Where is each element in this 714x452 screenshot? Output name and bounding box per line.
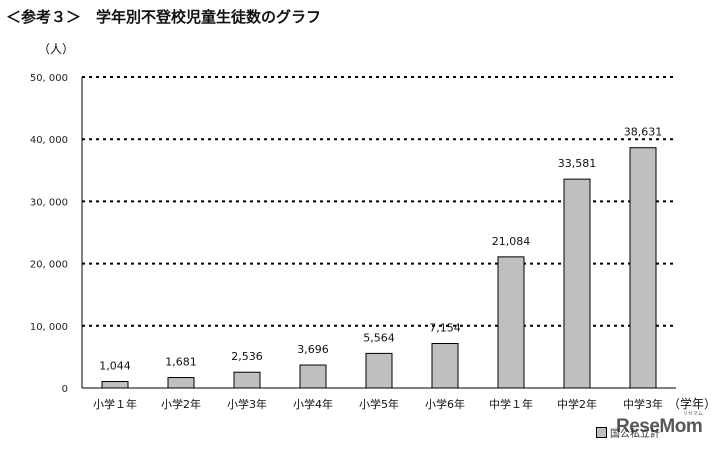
bar-value-label-8: 38,631 — [624, 126, 663, 139]
x-tick-label-2: 小学3年 — [227, 397, 267, 411]
bar-value-label-5: 7,154 — [429, 322, 461, 335]
bar-value-label-0: 1,044 — [99, 360, 131, 373]
x-tick-label-4: 小学5年 — [359, 397, 399, 411]
bar-0 — [101, 381, 129, 389]
bar-5 — [431, 343, 459, 389]
bar-6 — [497, 256, 525, 389]
bar-value-label-7: 33,581 — [558, 157, 597, 170]
y-axis-title: （人） — [38, 42, 75, 56]
x-tick-label-5: 小学6年 — [425, 397, 465, 411]
bar-value-label-1: 1,681 — [165, 356, 197, 369]
x-tick-label-1: 小学2年 — [161, 397, 201, 411]
y-tick-label-5: 50, 000 — [30, 73, 68, 84]
y-tick-label-3: 30, 000 — [30, 197, 68, 208]
y-tick-label-2: 20, 000 — [30, 260, 68, 271]
y-tick-label-0: 0 — [62, 384, 68, 395]
resemom-watermark-sub: リセマム — [683, 411, 704, 417]
bar-1 — [167, 377, 195, 389]
x-tick-label-6: 中学１年 — [489, 397, 533, 411]
bar-7 — [563, 178, 591, 389]
chart-title: ＜参考３＞ 学年別不登校児童生徒数のグラフ — [6, 8, 322, 26]
x-axis-title: （学年） — [668, 397, 714, 411]
resemom-watermark-logo: ReseMom — [616, 416, 703, 437]
bar-2 — [233, 371, 261, 389]
bar-8 — [629, 147, 657, 389]
x-tick-label-7: 中学2年 — [557, 397, 597, 411]
bar-value-label-2: 2,536 — [231, 350, 263, 363]
legend-swatch — [596, 426, 607, 438]
y-tick-label-4: 40, 000 — [30, 135, 68, 146]
x-tick-label-0: 小学１年 — [93, 397, 137, 411]
bar-3 — [299, 364, 327, 389]
y-tick-label-1: 10, 000 — [30, 322, 68, 333]
bar-4 — [365, 352, 393, 389]
bar-value-label-4: 5,564 — [363, 331, 395, 344]
x-tick-label-3: 小学4年 — [293, 397, 333, 411]
x-tick-label-8: 中学3年 — [623, 397, 663, 411]
bar-value-label-3: 3,696 — [297, 343, 329, 356]
legend: 国公私立計 — [596, 425, 660, 440]
legend-label: 国公私立計 — [610, 428, 660, 440]
bar-value-label-6: 21,084 — [492, 235, 531, 248]
